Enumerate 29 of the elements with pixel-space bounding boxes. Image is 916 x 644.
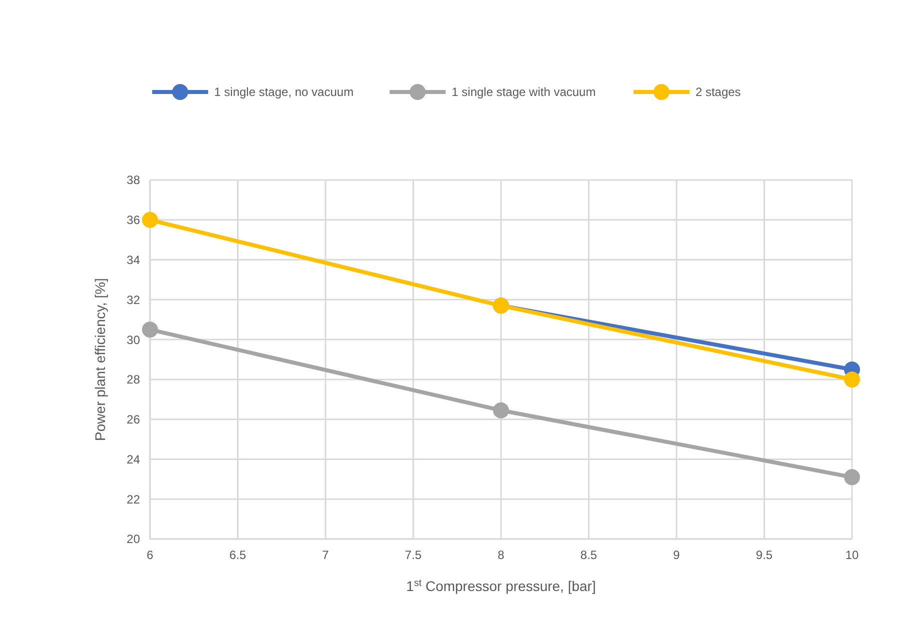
y-tick-label: 38 [126, 173, 140, 188]
x-tick-label: 8 [498, 548, 505, 562]
point [142, 322, 158, 338]
x-axis-title: 1$^{st}$ Compressor pressure, [bar] [406, 578, 596, 594]
y-axis-title: Power plant efficiency, [%] [92, 278, 108, 441]
point [493, 402, 509, 418]
x-tick-label: 10 [845, 548, 859, 562]
y-tick-label: 26 [126, 412, 140, 427]
x-tick-label: 8.5 [580, 548, 598, 562]
y-tick-label: 36 [126, 213, 140, 228]
legend-label: 2 stages [695, 85, 741, 100]
x-tick-label: 6.5 [229, 548, 246, 562]
y-tick-label: 32 [126, 292, 140, 307]
legend-label: 1 single stage, no vacuum [214, 85, 354, 100]
x-tick-label: 6 [146, 548, 154, 562]
legend-label: 1 single stage with vacuum [452, 85, 596, 100]
x-tick-label: 9.5 [756, 548, 773, 562]
point [844, 469, 860, 486]
point [142, 212, 158, 228]
y-tick-label: 28 [126, 372, 140, 387]
y-tick-label: 20 [126, 532, 140, 546]
y-tick-label: 34 [126, 252, 140, 267]
y-tick-label: 30 [126, 332, 140, 347]
point [844, 371, 860, 388]
y-tick-label: 24 [126, 452, 140, 466]
x-tick-label: 7 [322, 548, 330, 562]
x-tick-label: 9 [673, 548, 680, 562]
y-tick-label: 22 [126, 492, 140, 506]
x-tick-label: 7.5 [404, 548, 422, 562]
